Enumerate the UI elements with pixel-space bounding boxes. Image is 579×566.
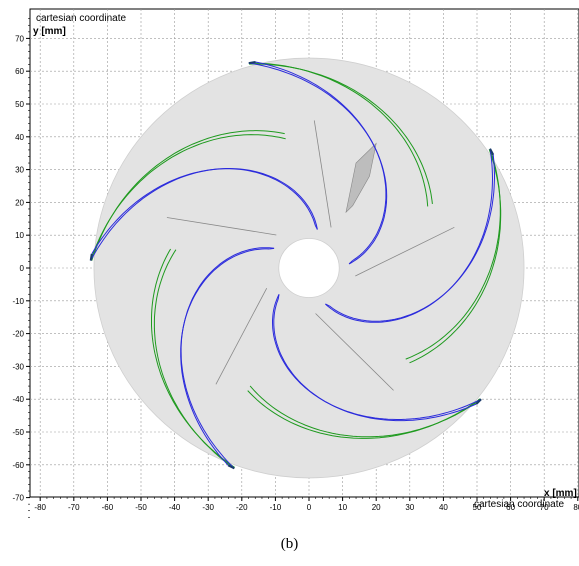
shroud-curve: [91, 130, 285, 261]
shroud-curve: [409, 149, 502, 364]
x-tick-label: -10: [270, 503, 282, 512]
y-tick-label: 70: [15, 34, 24, 43]
y-tick-label: -20: [12, 330, 24, 339]
x-tick-label: -30: [202, 503, 214, 512]
figure-caption: (b): [280, 536, 299, 552]
y-tick-label: 30: [15, 166, 24, 175]
coordinate-label-top: cartesian coordinate: [36, 13, 126, 24]
y-tick-label: 40: [15, 133, 24, 142]
highlight-region: [345, 142, 377, 214]
blade-root: [277, 294, 280, 300]
y-tick-label: -50: [12, 428, 24, 437]
x-tick-label: -70: [68, 503, 80, 512]
y-tick-label: -40: [12, 395, 24, 404]
y-tick-label: 0: [20, 264, 25, 273]
hub-hole: [278, 238, 340, 298]
section-line: [355, 226, 455, 277]
y-tick-label: -60: [12, 461, 24, 470]
x-tick-label: 80: [573, 503, 579, 512]
x-tick-label: -20: [236, 503, 248, 512]
y-tick-label: -70: [12, 494, 24, 503]
x-tick-label: 60: [506, 503, 515, 512]
impeller-disk: [93, 57, 525, 479]
x-tick-label: 20: [372, 503, 381, 512]
y-axis-label: y [mm]: [33, 26, 66, 37]
x-tick-label: 30: [405, 503, 414, 512]
y-tick-label: 20: [15, 198, 24, 207]
section-line: [313, 120, 332, 228]
blade-tip: [475, 398, 482, 405]
x-tick-label: -50: [135, 503, 147, 512]
section-lines: [166, 120, 455, 391]
blade-tip: [489, 148, 495, 156]
y-tick-label: -10: [12, 297, 24, 306]
x-tick-label: 0: [307, 503, 312, 512]
y-axis: -70 -60 -50 -40 -30 -20 -10 0 10 20 30 40 50 60 70: [12, 18, 30, 518]
shroud-curve: [247, 390, 481, 439]
blade-root: [314, 224, 318, 230]
y-tick-label: -30: [12, 362, 24, 371]
x-tick-label: -60: [102, 503, 114, 512]
blade-root: [348, 260, 354, 265]
y-tick-label: 50: [15, 100, 24, 109]
x-tick-label: 40: [439, 503, 448, 512]
x-tick-label: -80: [34, 503, 46, 512]
shroud-curves: [90, 62, 502, 469]
shroud-curve: [249, 63, 433, 204]
section-line: [315, 313, 394, 391]
x-tick-label: -40: [169, 503, 181, 512]
blade-root: [325, 303, 331, 307]
section-line: [166, 217, 277, 236]
blade-suction-side: [180, 248, 270, 466]
x-axis-label: x [mm]: [544, 488, 577, 499]
blade-tip: [248, 60, 256, 65]
blade-suction-side: [273, 298, 477, 422]
blade-suction-side: [255, 61, 387, 261]
x-tick-label: 10: [338, 503, 347, 512]
blade-suction-side: [329, 154, 495, 322]
blade-suction-side: [91, 168, 316, 255]
shroud-curve: [151, 248, 235, 468]
x-tick-label: 70: [540, 503, 549, 512]
y-tick-label: 60: [15, 67, 24, 76]
blade-root: [269, 247, 275, 250]
x-tick-label: 50: [473, 503, 482, 512]
blade-curves: [89, 60, 495, 470]
coordinate-label-bottom: cartesian coordinate: [474, 499, 564, 510]
blade-tip: [89, 253, 93, 261]
blade-tip: [227, 464, 235, 470]
x-axis: -80 -70 -60 -50 -40 -30 -20 -10 0 10 20 30 40 50 60 70 8…: [34, 497, 579, 512]
y-tick-label: 10: [15, 231, 24, 240]
section-line: [215, 287, 268, 385]
